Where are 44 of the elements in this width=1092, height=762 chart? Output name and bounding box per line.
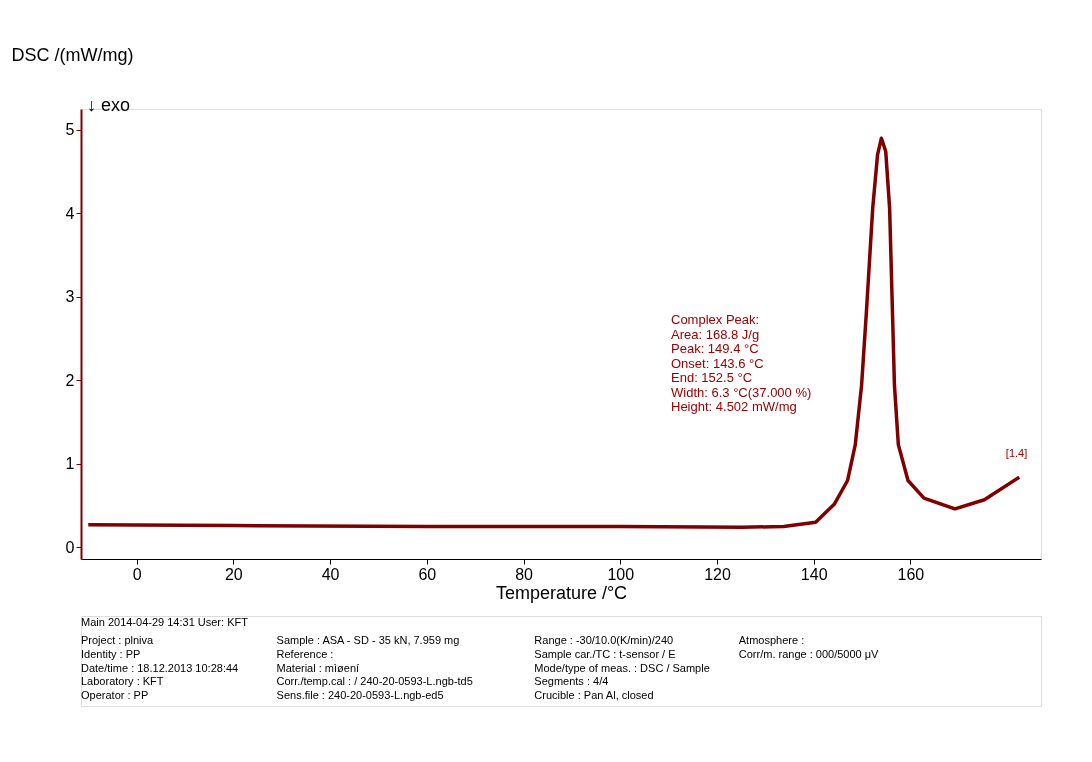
x-tick-label: 0 [132,565,142,583]
annotation: ↓ exo [87,95,131,115]
text: Main 2014-04-29 14:31 User: KFT [81,615,249,628]
y-tick-label: 4 [65,204,75,222]
x-tick-label: 140 [800,565,828,583]
annotation: Height: 4.502 mW/mg [671,399,797,414]
y-tick-label: 1 [65,455,75,473]
y-axis-title: DSC /(mW/mg) [11,44,134,65]
x-tick-label: 100 [607,565,635,583]
text: Sample : ASA - SD - 35 kN, 7.959 mg [276,633,460,646]
annotation: Complex Peak: [671,312,760,327]
y-tick-label: 2 [65,371,75,389]
text: Mode/type of meas. : DSC / Sample [534,661,710,674]
annotation: Width: 6.3 °C(37.000 %) [671,384,812,400]
annotation: Area: 168.8 J/g [671,326,760,342]
text: Reference : [276,647,334,660]
y-tick-label: 5 [65,121,75,139]
text: Corr./temp.cal : / 240-20-0593-L.ngb-td5 [276,675,473,688]
text: Range : -30/10.0(K/min)/240 [534,633,674,646]
text: Project : plniva [81,633,155,646]
text: Crucible : Pan Al, closed [534,689,654,702]
x-axis-title: Temperature /°C [495,582,628,603]
text: Date/time : 18.12.2013 10:28:44 [81,661,239,674]
annotation: Onset: 143.6 °C [671,355,764,371]
text: Corr/m. range : 000/5000 μV [738,647,880,660]
x-tick-label: 20 [224,565,243,583]
annotation: Peak: 149.4 °C [671,341,759,356]
text: Operator : PP [81,689,149,702]
text: Segments : 4/4 [534,675,609,688]
y-tick-label: 0 [65,538,75,556]
text: Sens.file : 240-20-0593-L.ngb-ed5 [276,689,444,702]
annotation: End: 152.5 °C [671,370,753,385]
text: Laboratory : KFT [81,675,164,688]
x-tick-label: 40 [321,565,340,583]
x-tick-label: 80 [515,565,534,583]
text: Sample car./TC : t-sensor / E [534,647,676,660]
y-tick-label: 3 [65,288,75,306]
text: Material : mìøení [276,661,360,674]
x-tick-label: 160 [897,565,925,583]
x-tick-label: 60 [418,565,437,583]
text: Identity : PP [81,647,141,660]
text: Atmosphere : [738,633,805,646]
x-tick-label: 120 [704,565,731,583]
annotation: [1.4] [1005,447,1028,460]
